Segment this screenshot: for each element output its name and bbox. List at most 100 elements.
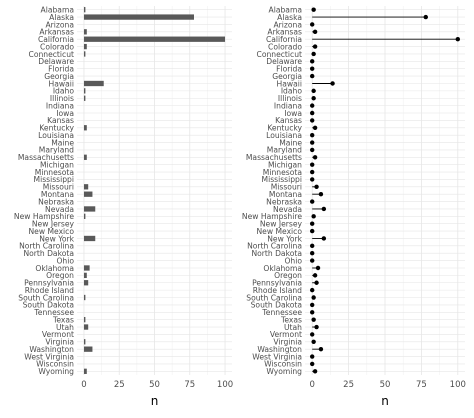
y-tick-label: Rhode Island: [25, 286, 74, 295]
lollipop-point: [321, 206, 327, 212]
lollipop-point: [310, 147, 315, 153]
bar: [83, 191, 93, 197]
lollipop-point: [310, 310, 315, 315]
bar: [83, 324, 89, 330]
y-tick-label: California: [266, 35, 302, 44]
y-tick-label: California: [38, 35, 74, 44]
y-tick-label: Indiana: [274, 101, 302, 110]
y-tick-label: Wyoming: [38, 367, 74, 376]
y-tick-label: Maryland: [39, 146, 74, 155]
x-tick-label: 25: [343, 380, 354, 390]
y-tick-label: Utah: [284, 323, 302, 332]
y-tick-label: Alabama: [41, 5, 74, 14]
y-tick-label: North Carolina: [19, 242, 74, 251]
y-tick-label: North Carolina: [247, 242, 302, 251]
lollipop-point: [312, 155, 318, 160]
y-tick-label: Kentucky: [39, 124, 74, 133]
y-tick-label: Mississippi: [34, 175, 74, 184]
lollipop-point: [321, 236, 327, 241]
y-tick-label: Missouri: [43, 183, 74, 192]
y-tick-label: Utah: [56, 323, 74, 332]
y-tick-label: Connecticut: [257, 50, 302, 59]
x-tick-label: 0: [81, 380, 86, 390]
y-tick-label: Pennsylvania: [252, 279, 302, 288]
lollipop-point: [310, 59, 315, 64]
y-tick-label: Tennessee: [261, 308, 302, 317]
bar: [83, 368, 87, 374]
x-tick-label: 25: [114, 380, 125, 390]
bar: [83, 14, 194, 20]
y-tick-label: Kansas: [275, 116, 302, 125]
y-tick-label: Pennsylvania: [24, 279, 74, 288]
y-tick-label: North Dakota: [23, 249, 74, 258]
y-tick-label: Washington: [29, 345, 74, 354]
y-tick-label: Michigan: [40, 160, 74, 169]
y-tick-label: Nevada: [273, 205, 302, 214]
y-tick-label: Maine: [279, 138, 302, 147]
y-tick-label: South Dakota: [23, 301, 74, 310]
x-tick-label: 100: [217, 380, 233, 390]
lollipop-point: [310, 199, 315, 204]
y-tick-label: Minnesota: [35, 168, 74, 177]
y-tick-label: Oregon: [274, 271, 302, 280]
y-tick-label: Connecticut: [29, 50, 74, 59]
y-tick-label: Washington: [257, 345, 302, 354]
lollipop-point: [310, 221, 315, 226]
x-tick-label: 100: [450, 380, 466, 390]
y-tick-label: West Virginia: [24, 352, 74, 361]
y-tick-label: Nevada: [45, 205, 74, 214]
y-tick-label: Arkansas: [267, 28, 302, 37]
bar: [83, 339, 86, 345]
x-tick-label: 50: [149, 380, 160, 390]
y-tick-label: Wisconsin: [36, 360, 74, 369]
lollipop-point: [310, 103, 315, 108]
lollipop-point: [318, 346, 324, 352]
lollipop-point: [311, 96, 316, 101]
y-tick-label: Arizona: [45, 20, 74, 29]
bar: [83, 316, 86, 323]
lollipop-point: [318, 191, 324, 197]
y-tick-label: Colorado: [268, 42, 302, 51]
bar: [83, 280, 89, 286]
y-tick-label: Massachusetts: [246, 153, 302, 162]
lollipop-point: [311, 214, 316, 219]
bar: [83, 272, 87, 279]
bar: [83, 95, 86, 101]
bar: [83, 265, 90, 271]
lollipop-point: [423, 14, 428, 20]
y-tick-label: Alaska: [49, 13, 74, 22]
y-tick-label: Oregon: [46, 271, 74, 280]
y-tick-label: New Jersey: [260, 220, 303, 229]
lollipop-point: [310, 228, 315, 234]
lollipop-point: [310, 169, 315, 175]
y-tick-label: Massachusetts: [18, 153, 74, 162]
y-tick-label: Ohio: [284, 256, 302, 265]
y-tick-label: New Hampshire: [14, 212, 74, 221]
y-tick-label: Arizona: [273, 20, 302, 29]
x-tick-label: 75: [184, 380, 195, 390]
lollipop-chart-panel: AlabamaAlaskaArizonaArkansasCaliforniaCo…: [242, 5, 466, 408]
y-tick-label: South Dakota: [251, 301, 302, 310]
y-tick-label: Idaho: [53, 87, 75, 96]
lollipop-point: [310, 118, 315, 123]
y-tick-label: Virginia: [273, 338, 302, 347]
y-tick-label: Tennessee: [33, 308, 74, 317]
y-tick-label: Rhode Island: [253, 286, 302, 295]
lollipop-point: [314, 184, 319, 190]
lollipop-point: [312, 369, 318, 374]
bar: [83, 88, 86, 94]
lollipop-point: [312, 44, 318, 49]
lollipop-point: [311, 317, 316, 322]
y-tick-label: Georgia: [44, 72, 74, 81]
lollipop-point: [310, 251, 315, 256]
lollipop-point: [310, 361, 315, 367]
y-tick-label: Wyoming: [266, 367, 302, 376]
y-tick-label: Delaware: [38, 57, 74, 66]
y-tick-label: Wisconsin: [264, 360, 302, 369]
y-tick-label: South Carolina: [18, 293, 74, 302]
lollipop-point: [310, 177, 315, 182]
y-tick-label: New York: [267, 234, 302, 243]
lollipop-point: [310, 302, 315, 308]
